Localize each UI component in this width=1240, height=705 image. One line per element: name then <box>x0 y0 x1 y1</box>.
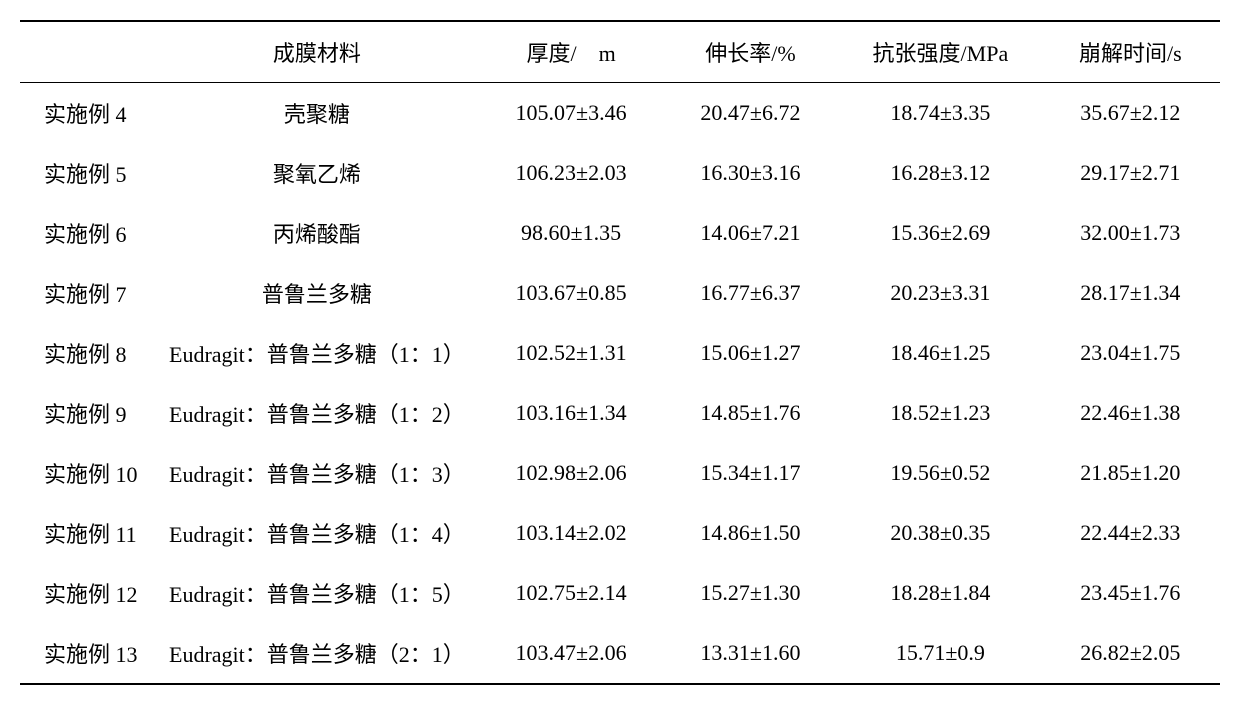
header-elongation: 伸长率/% <box>661 21 840 83</box>
cell-example: 实施例 12 <box>20 563 152 623</box>
cell-material: Eudragit：普鲁兰多糖（1：3） <box>152 443 481 503</box>
cell-thickness: 98.60±1.35 <box>481 203 660 263</box>
cell-thickness: 102.98±2.06 <box>481 443 660 503</box>
cell-disintegration: 21.85±1.20 <box>1041 443 1220 503</box>
cell-elongation: 16.77±6.37 <box>661 263 840 323</box>
cell-thickness: 103.47±2.06 <box>481 623 660 684</box>
cell-example: 实施例 7 <box>20 263 152 323</box>
table-row: 实施例 12Eudragit：普鲁兰多糖（1：5）102.75±2.1415.2… <box>20 563 1220 623</box>
cell-tensile: 20.38±0.35 <box>840 503 1040 563</box>
cell-elongation: 15.34±1.17 <box>661 443 840 503</box>
cell-disintegration: 22.44±2.33 <box>1041 503 1220 563</box>
table-row: 实施例 10Eudragit：普鲁兰多糖（1：3）102.98±2.0615.3… <box>20 443 1220 503</box>
cell-tensile: 18.52±1.23 <box>840 383 1040 443</box>
cell-thickness: 103.16±1.34 <box>481 383 660 443</box>
cell-disintegration: 23.04±1.75 <box>1041 323 1220 383</box>
table-row: 实施例 11Eudragit：普鲁兰多糖（1：4）103.14±2.0214.8… <box>20 503 1220 563</box>
cell-tensile: 16.28±3.12 <box>840 143 1040 203</box>
cell-disintegration: 29.17±2.71 <box>1041 143 1220 203</box>
cell-disintegration: 35.67±2.12 <box>1041 83 1220 144</box>
cell-elongation: 13.31±1.60 <box>661 623 840 684</box>
cell-example: 实施例 11 <box>20 503 152 563</box>
table-row: 实施例 13Eudragit：普鲁兰多糖（2：1）103.47±2.0613.3… <box>20 623 1220 684</box>
cell-disintegration: 22.46±1.38 <box>1041 383 1220 443</box>
cell-tensile: 19.56±0.52 <box>840 443 1040 503</box>
cell-example: 实施例 10 <box>20 443 152 503</box>
cell-example: 实施例 5 <box>20 143 152 203</box>
table-row: 实施例 8Eudragit：普鲁兰多糖（1：1）102.52±1.3115.06… <box>20 323 1220 383</box>
cell-thickness: 106.23±2.03 <box>481 143 660 203</box>
cell-elongation: 14.06±7.21 <box>661 203 840 263</box>
header-example <box>20 21 152 83</box>
cell-tensile: 18.74±3.35 <box>840 83 1040 144</box>
cell-example: 实施例 9 <box>20 383 152 443</box>
cell-disintegration: 28.17±1.34 <box>1041 263 1220 323</box>
cell-disintegration: 23.45±1.76 <box>1041 563 1220 623</box>
header-thickness: 厚度/ m <box>481 21 660 83</box>
cell-elongation: 14.85±1.76 <box>661 383 840 443</box>
cell-tensile: 15.71±0.9 <box>840 623 1040 684</box>
cell-elongation: 16.30±3.16 <box>661 143 840 203</box>
cell-thickness: 103.14±2.02 <box>481 503 660 563</box>
cell-example: 实施例 4 <box>20 83 152 144</box>
cell-material: Eudragit：普鲁兰多糖（1：5） <box>152 563 481 623</box>
table-header-row: 成膜材料 厚度/ m 伸长率/% 抗张强度/MPa 崩解时间/s <box>20 21 1220 83</box>
cell-tensile: 18.46±1.25 <box>840 323 1040 383</box>
header-disintegration: 崩解时间/s <box>1041 21 1220 83</box>
table-row: 实施例 6丙烯酸酯98.60±1.3514.06±7.2115.36±2.693… <box>20 203 1220 263</box>
cell-thickness: 102.75±2.14 <box>481 563 660 623</box>
cell-example: 实施例 8 <box>20 323 152 383</box>
cell-elongation: 20.47±6.72 <box>661 83 840 144</box>
header-tensile: 抗张强度/MPa <box>840 21 1040 83</box>
cell-tensile: 18.28±1.84 <box>840 563 1040 623</box>
cell-thickness: 103.67±0.85 <box>481 263 660 323</box>
cell-material: 聚氧乙烯 <box>152 143 481 203</box>
cell-material: Eudragit：普鲁兰多糖（1：4） <box>152 503 481 563</box>
cell-disintegration: 32.00±1.73 <box>1041 203 1220 263</box>
table-row: 实施例 9Eudragit：普鲁兰多糖（1：2）103.16±1.3414.85… <box>20 383 1220 443</box>
cell-tensile: 15.36±2.69 <box>840 203 1040 263</box>
cell-material: Eudragit：普鲁兰多糖（1：1） <box>152 323 481 383</box>
data-table: 成膜材料 厚度/ m 伸长率/% 抗张强度/MPa 崩解时间/s 实施例 4壳聚… <box>20 20 1220 685</box>
cell-material: Eudragit：普鲁兰多糖（1：2） <box>152 383 481 443</box>
table-body: 实施例 4壳聚糖105.07±3.4620.47±6.7218.74±3.353… <box>20 83 1220 685</box>
cell-elongation: 14.86±1.50 <box>661 503 840 563</box>
table-row: 实施例 5聚氧乙烯106.23±2.0316.30±3.1616.28±3.12… <box>20 143 1220 203</box>
cell-disintegration: 26.82±2.05 <box>1041 623 1220 684</box>
cell-material: 丙烯酸酯 <box>152 203 481 263</box>
cell-elongation: 15.27±1.30 <box>661 563 840 623</box>
header-material: 成膜材料 <box>152 21 481 83</box>
cell-tensile: 20.23±3.31 <box>840 263 1040 323</box>
cell-example: 实施例 6 <box>20 203 152 263</box>
cell-material: Eudragit：普鲁兰多糖（2：1） <box>152 623 481 684</box>
table-row: 实施例 7普鲁兰多糖103.67±0.8516.77±6.3720.23±3.3… <box>20 263 1220 323</box>
cell-material: 普鲁兰多糖 <box>152 263 481 323</box>
cell-thickness: 102.52±1.31 <box>481 323 660 383</box>
table-row: 实施例 4壳聚糖105.07±3.4620.47±6.7218.74±3.353… <box>20 83 1220 144</box>
cell-example: 实施例 13 <box>20 623 152 684</box>
cell-elongation: 15.06±1.27 <box>661 323 840 383</box>
cell-material: 壳聚糖 <box>152 83 481 144</box>
cell-thickness: 105.07±3.46 <box>481 83 660 144</box>
